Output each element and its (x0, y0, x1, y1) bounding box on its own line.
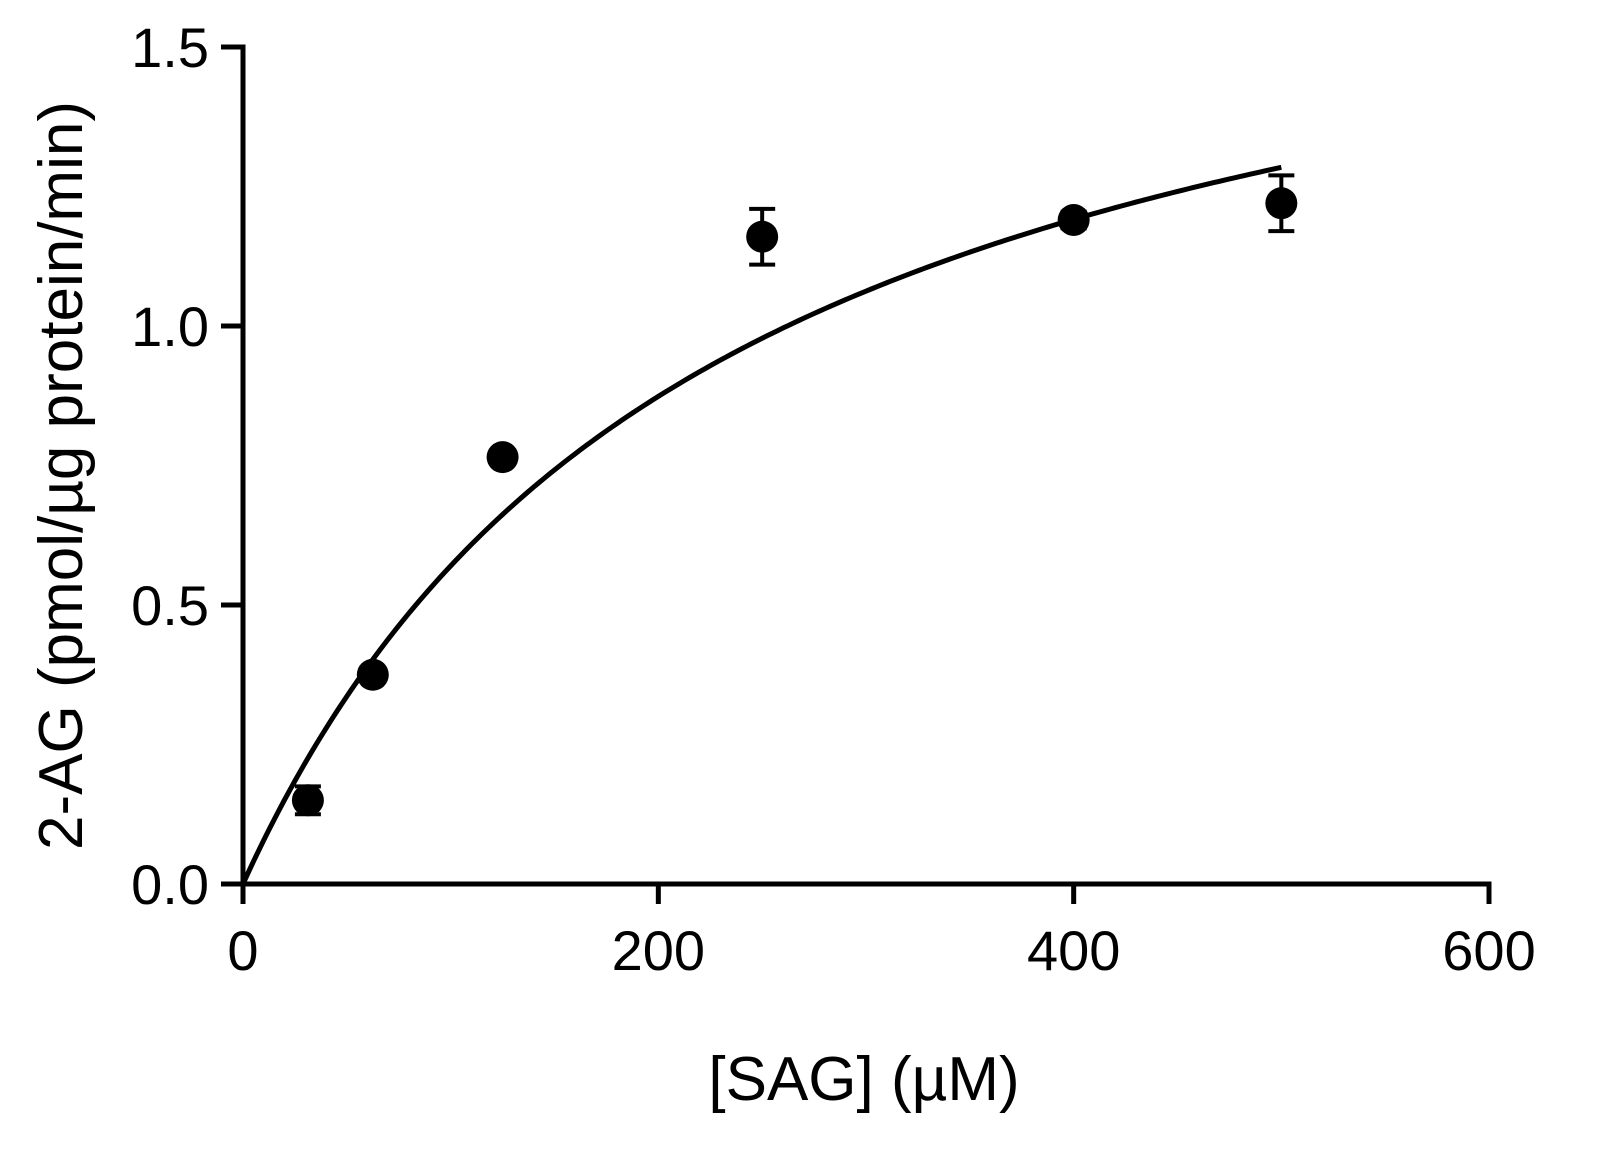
data-point-group (1265, 173, 1298, 234)
y-tick-label: 1.5 (131, 16, 209, 79)
data-point (1057, 203, 1090, 236)
data-point (291, 784, 324, 817)
y-tick-label: 0.5 (131, 574, 209, 637)
y-tick-label: 0.0 (131, 853, 209, 916)
axes (240, 44, 1492, 887)
data-point (746, 220, 779, 253)
data-points (291, 173, 1298, 817)
x-tick-label: 200 (612, 919, 705, 982)
y-axis-title: 2-AG (pmol/µg protein/min) (27, 101, 96, 850)
fit-layer (240, 164, 1282, 886)
data-point (356, 658, 389, 691)
x-tick-label: 400 (1027, 919, 1120, 982)
data-point-group (356, 658, 389, 691)
y-tick-label: 1.0 (131, 295, 209, 358)
x-ticks: 0 200 400 600 (227, 884, 1536, 982)
x-tick-label: 0 (227, 919, 258, 982)
data-point-group (291, 784, 324, 817)
data-point-group (486, 441, 519, 474)
data-point-group (1057, 203, 1090, 236)
data-point (1265, 187, 1298, 220)
x-tick-label: 600 (1442, 919, 1535, 982)
data-point (486, 441, 519, 474)
y-ticks: 0.0 0.5 1.0 1.5 (131, 16, 243, 916)
data-point-group (746, 206, 779, 267)
fit-curve (240, 164, 1282, 886)
x-axis-title: [SAG] (µM) (708, 1045, 1019, 1114)
